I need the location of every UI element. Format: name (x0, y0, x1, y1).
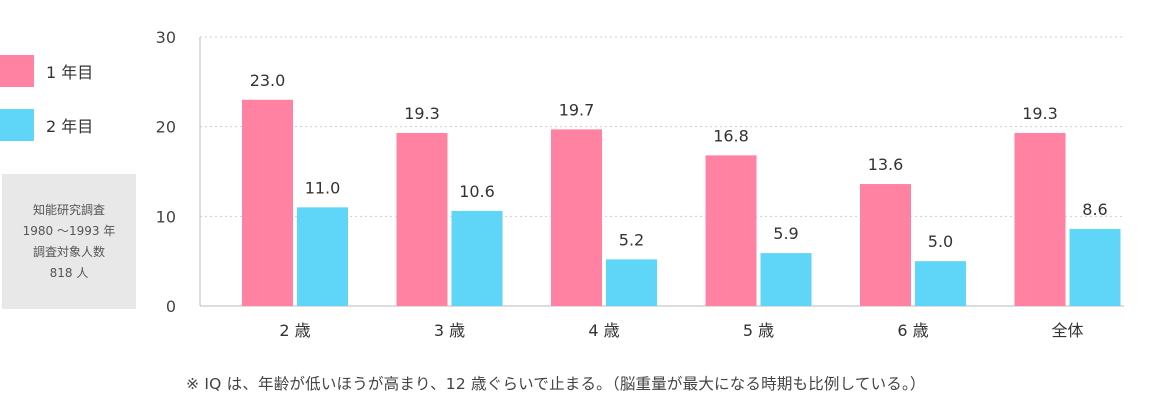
y-tick-label: 10 (156, 207, 176, 226)
bar (297, 207, 348, 306)
bar (860, 184, 911, 306)
data-label: 19.3 (404, 104, 440, 123)
x-tick-label: 全体 (1051, 321, 1083, 340)
data-label: 5.2 (619, 230, 644, 249)
info-line-subjects-heading: 調査対象人数 (32, 244, 105, 259)
info-line-subject-count: 818 人 (49, 265, 89, 280)
info-line-period: 1980 〜1993 年 (22, 223, 116, 238)
bar (705, 155, 757, 306)
data-label: 5.9 (773, 224, 798, 243)
bar (451, 210, 503, 306)
bar (551, 129, 602, 306)
study-info-box: 知能研究調査 1980 〜1993 年 調査対象人数 818 人 (2, 174, 136, 309)
footnote: ※ IQ は、年齢が低いほうが高まり、12 歳ぐらいで止まる。（脳重量が最大にな… (186, 375, 926, 393)
data-label: 5.0 (928, 232, 953, 251)
info-line-study-name: 知能研究調査 (32, 202, 105, 217)
data-label: 13.6 (868, 155, 904, 174)
legend-label-year-2: 2 年目 (46, 117, 94, 136)
data-label: 23.0 (250, 71, 286, 90)
data-label: 11.0 (305, 178, 341, 197)
x-tick-label: 4 歳 (588, 321, 619, 340)
legend-label-year-1: 1 年目 (46, 63, 94, 82)
bar (396, 132, 448, 306)
data-label: 10.6 (459, 182, 495, 201)
x-tick-label: 3 歳 (434, 321, 465, 340)
legend-item-year-2: 2 年目 (0, 109, 93, 141)
data-label: 19.7 (559, 100, 595, 119)
x-tick-label: 5 歳 (743, 321, 774, 340)
x-tick-label: 2 歳 (279, 321, 310, 340)
y-tick-label: 30 (156, 28, 176, 47)
y-tick-label: 20 (156, 118, 176, 137)
x-tick-label: 6 歳 (897, 321, 928, 340)
legend-swatch-year-2 (0, 109, 34, 141)
bar (242, 99, 293, 307)
data-label: 16.8 (713, 126, 749, 145)
legend-item-year-1: 1 年目 (0, 55, 93, 87)
bar (606, 259, 657, 306)
data-label: 19.3 (1022, 104, 1058, 123)
bar (760, 253, 812, 306)
y-tick-label: 0 (166, 297, 176, 316)
bar (1069, 228, 1121, 306)
data-label: 8.6 (1082, 200, 1107, 219)
legend-swatch-year-1 (0, 55, 34, 87)
bar (1014, 132, 1066, 306)
bar (915, 261, 966, 306)
